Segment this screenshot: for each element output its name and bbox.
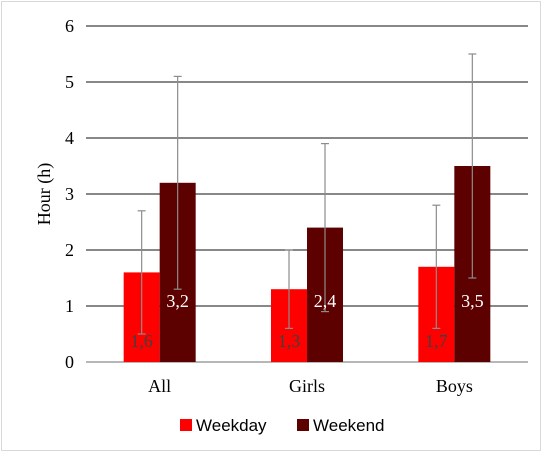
y-tick-label: 5 [65,72,74,92]
y-axis-ticks: 0 1 2 3 4 5 6 [65,16,74,372]
y-tick-label: 4 [65,128,74,148]
data-label: 1,6 [130,331,153,351]
legend-label-weekday: Weekday [196,416,267,435]
x-axis-categories: All Girls Boys [148,376,473,396]
data-label: 2,4 [314,291,337,311]
legend-label-weekend: Weekend [313,416,385,435]
y-tick-label: 2 [65,240,74,260]
y-tick-label: 1 [65,296,74,316]
legend-swatch-weekday [180,419,192,431]
y-axis-label: Hour (h) [34,163,55,225]
error-bars [137,53,477,335]
data-labels: 1,6 3,2 1,3 2,4 1,7 3,5 [130,291,483,351]
y-tick-label: 6 [65,16,74,36]
data-label: 1,3 [278,331,301,351]
y-tick-label: 0 [65,352,74,372]
y-tick-label: 3 [65,184,74,204]
data-label: 1,7 [425,331,448,351]
x-category-label: Girls [289,376,325,396]
legend: Weekday Weekend [180,416,385,435]
x-category-label: All [148,376,171,396]
data-label: 3,5 [461,291,484,311]
x-category-label: Boys [436,376,473,396]
legend-swatch-weekend [297,419,309,431]
data-label: 3,2 [166,291,189,311]
